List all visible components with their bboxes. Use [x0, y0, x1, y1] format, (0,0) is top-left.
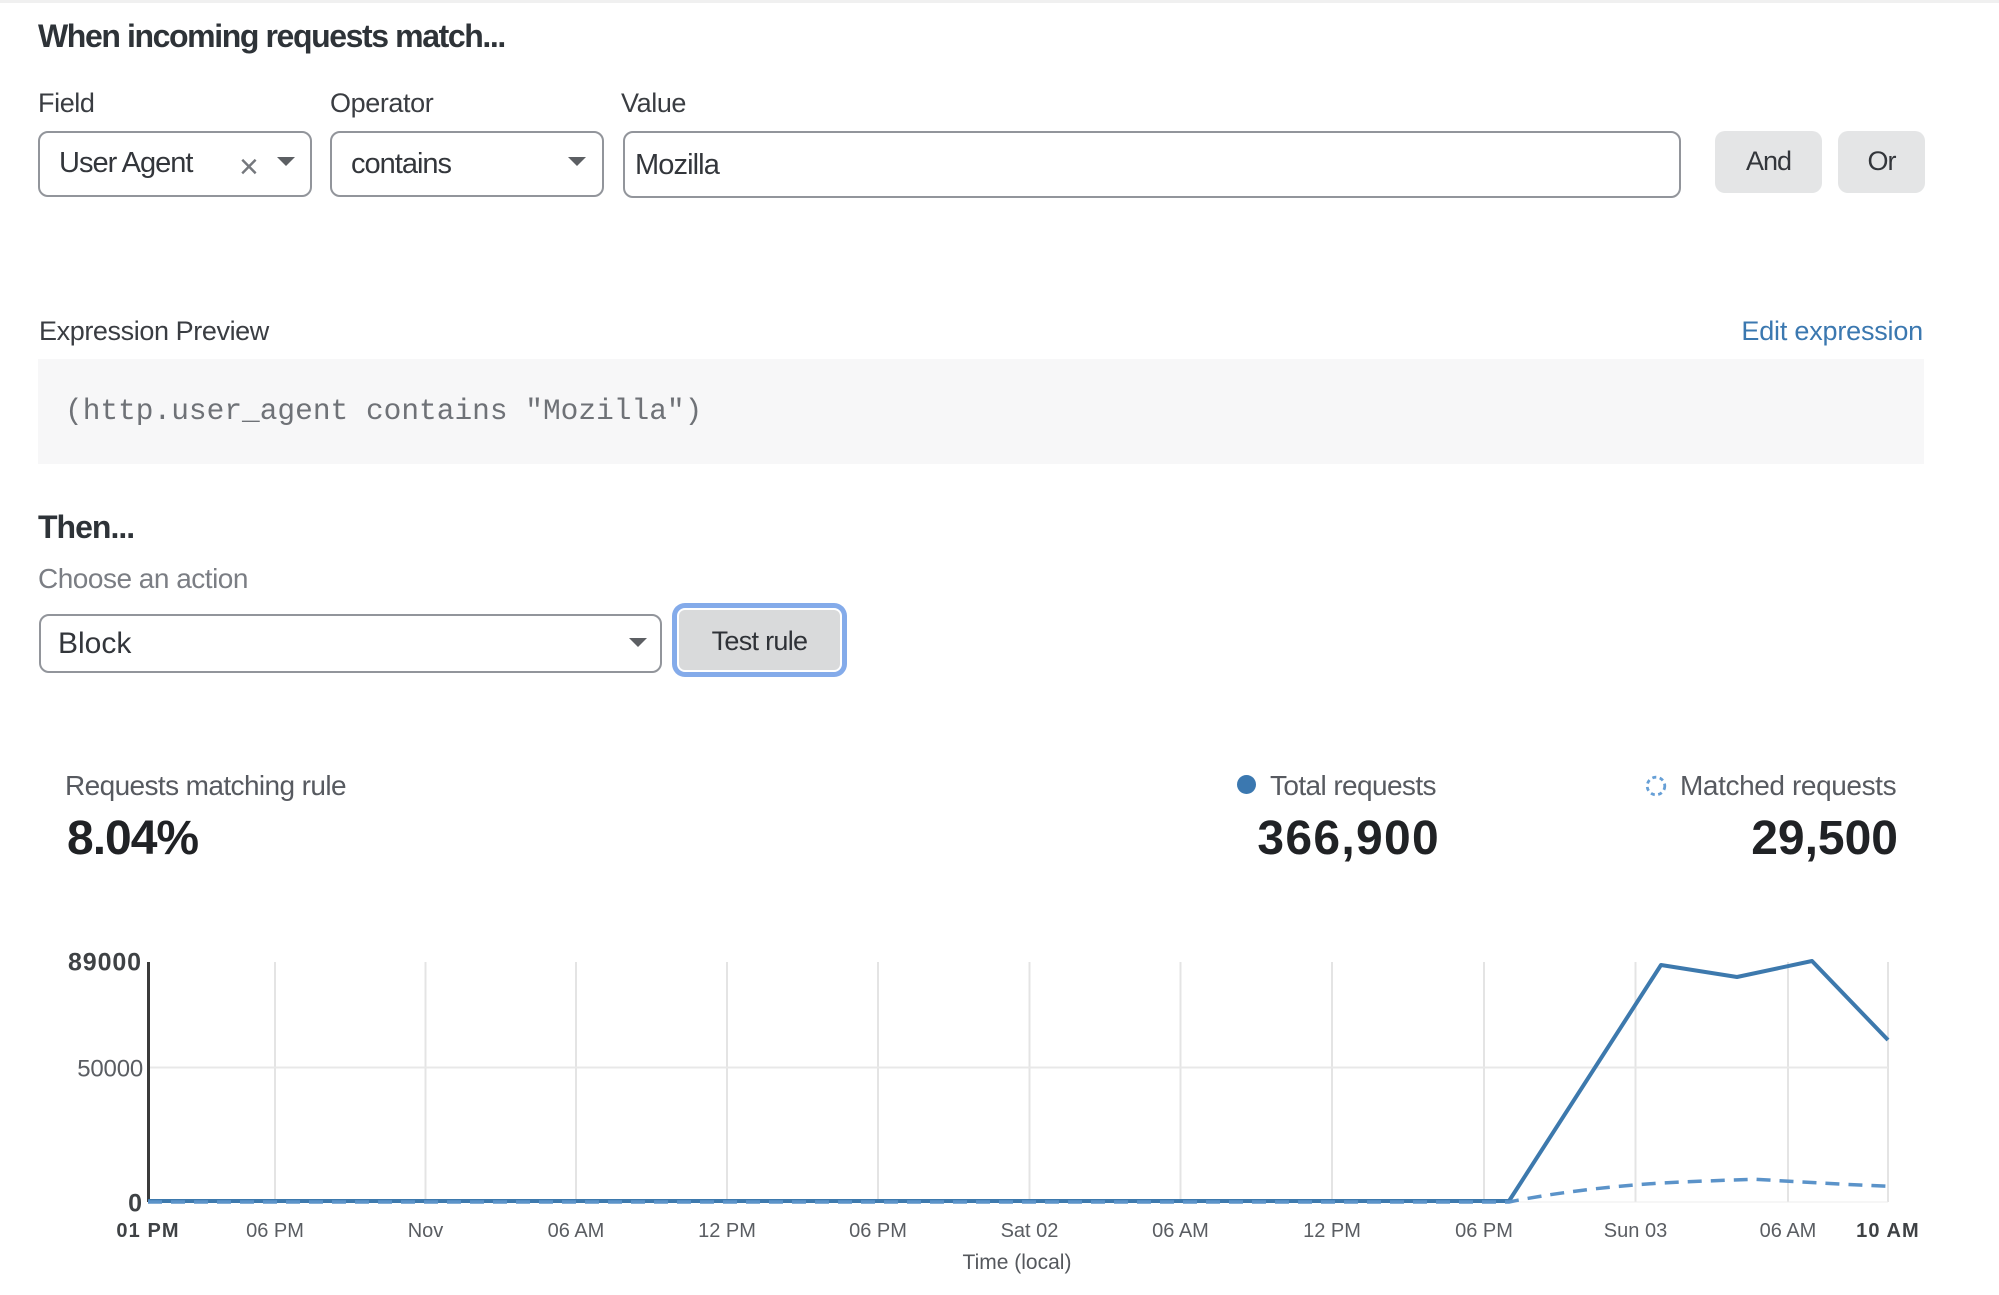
svg-text:06 AM: 06 AM: [1152, 1220, 1209, 1242]
svg-text:Sun 03: Sun 03: [1604, 1220, 1667, 1242]
svg-text:0: 0: [128, 1190, 142, 1218]
svg-text:06 PM: 06 PM: [246, 1220, 304, 1242]
svg-text:89000: 89000: [68, 949, 142, 977]
svg-text:12 PM: 12 PM: [698, 1220, 756, 1242]
svg-text:12 PM: 12 PM: [1303, 1220, 1361, 1242]
svg-text:50000: 50000: [77, 1056, 143, 1083]
svg-text:06 AM: 06 AM: [1760, 1220, 1817, 1242]
svg-text:06 PM: 06 PM: [849, 1220, 907, 1242]
svg-text:06 AM: 06 AM: [548, 1220, 605, 1242]
svg-text:10 AM: 10 AM: [1856, 1220, 1920, 1242]
svg-text:Time (local): Time (local): [963, 1251, 1072, 1274]
svg-text:Sat 02: Sat 02: [1001, 1220, 1059, 1242]
svg-text:06 PM: 06 PM: [1455, 1220, 1513, 1242]
svg-text:Nov: Nov: [408, 1220, 444, 1242]
svg-text:01 PM: 01 PM: [116, 1220, 179, 1242]
